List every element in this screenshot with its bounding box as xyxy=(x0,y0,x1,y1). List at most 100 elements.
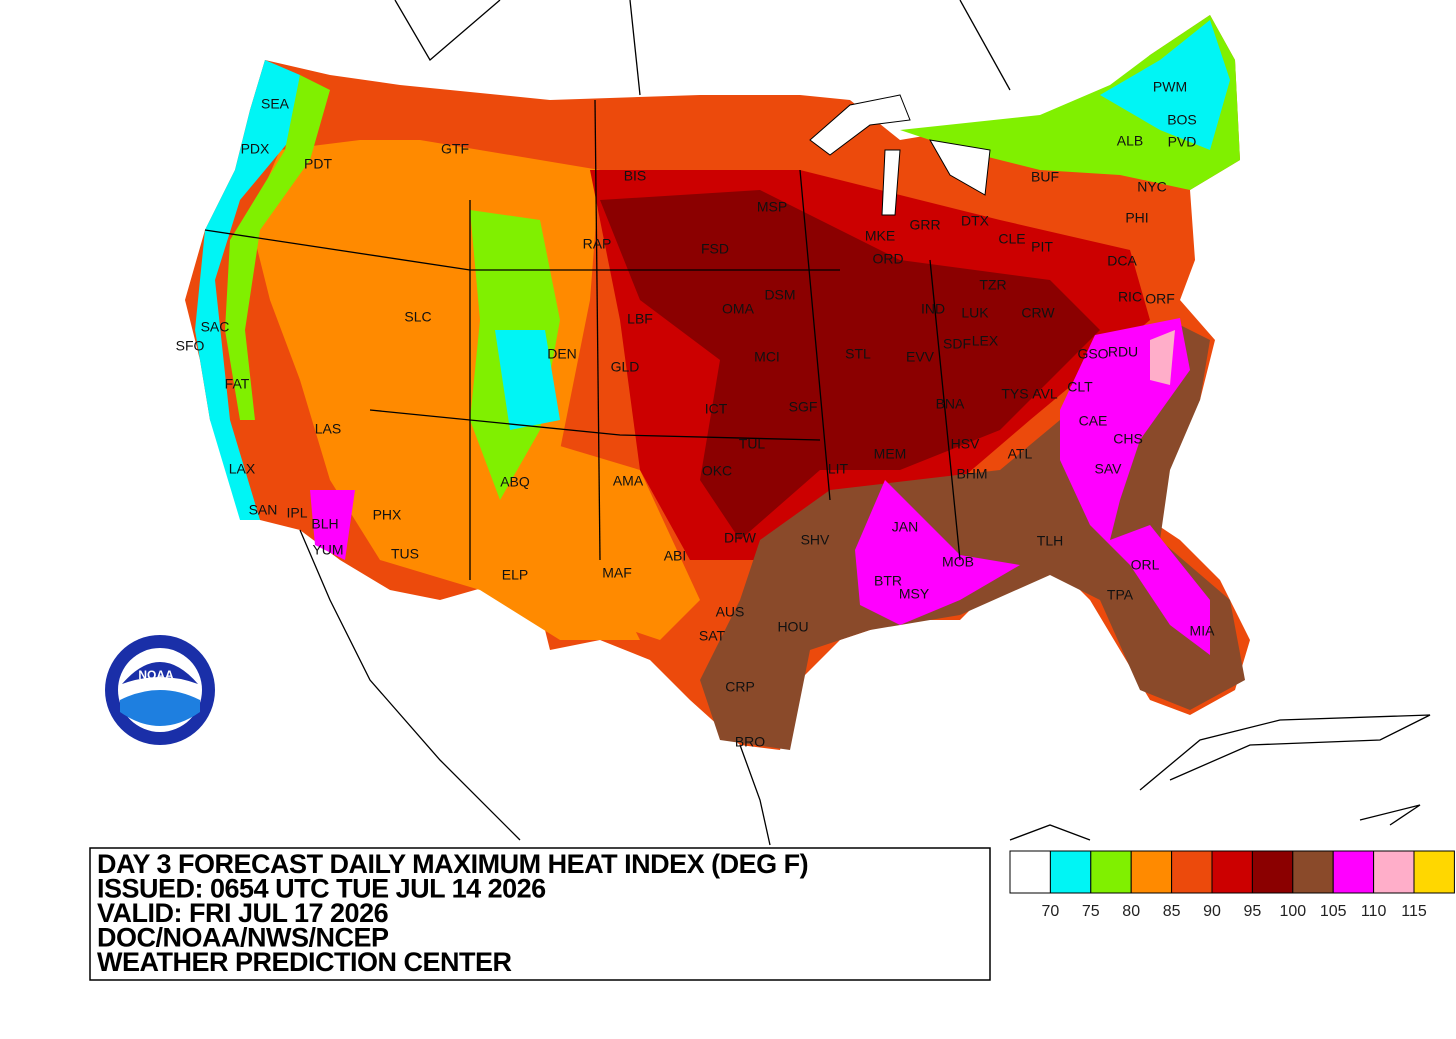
orange-west-2 xyxy=(540,440,700,640)
lake-superior xyxy=(809,94,911,156)
magenta-se xyxy=(1060,318,1210,655)
boundaries xyxy=(204,0,1431,846)
city-label: SAN xyxy=(249,502,278,518)
legend-label: 80 xyxy=(1122,903,1140,920)
legend-label: 85 xyxy=(1163,903,1181,920)
cyan-rockies xyxy=(495,330,560,430)
city-labels: SEA PDX PDT GTF BIS MSP FSD RAP SAC SFO FAT SLC DEN L… xyxy=(176,79,1215,750)
header-line: DAY 3 FORECAST DAILY MAXIMUM HEAT INDEX … xyxy=(97,849,808,879)
city-label: DEN xyxy=(547,346,577,362)
header-line: ISSUED: 0654 UTC TUE JUL 14 2026 xyxy=(97,874,546,904)
city-label: MKE xyxy=(865,228,895,244)
city-label: ATL xyxy=(1008,446,1033,462)
lake-huron xyxy=(929,139,991,196)
city-label: CLT xyxy=(1067,379,1093,395)
header-line: VALID: FRI JUL 17 2026 xyxy=(97,898,389,928)
city-label: MSY xyxy=(899,586,930,602)
legend-label: 100 xyxy=(1279,903,1306,920)
city-label: SAC xyxy=(201,319,230,335)
city-label: GLD xyxy=(611,359,640,375)
header: DAY 3 FORECAST DAILY MAXIMUM HEAT INDEX … xyxy=(97,849,809,977)
city-label: FAT xyxy=(225,376,250,392)
city-label: TPA xyxy=(1107,587,1134,603)
city-label: SLC xyxy=(404,309,431,325)
border-line xyxy=(299,529,521,841)
header-box xyxy=(89,847,991,981)
legend-swatch xyxy=(1413,850,1455,894)
city-label: FSD xyxy=(701,241,729,257)
legend: 70 75 80 85 90 95 100 105 110 115 xyxy=(1009,850,1455,920)
state-line xyxy=(594,99,601,561)
city-label: STL xyxy=(845,346,871,362)
city-label: PHI xyxy=(1125,210,1148,226)
legend-label: 90 xyxy=(1203,903,1221,920)
city-label: BHM xyxy=(956,466,987,482)
border-line xyxy=(629,0,641,96)
city-label: IPL xyxy=(286,505,307,521)
darkred-core xyxy=(600,190,1100,540)
city-label: TZR xyxy=(979,277,1006,293)
legend-label: 105 xyxy=(1320,903,1347,920)
city-label: MOB xyxy=(942,554,974,570)
city-label: BRO xyxy=(735,734,765,750)
city-label: SEA xyxy=(261,96,290,112)
map-fill xyxy=(185,15,1250,750)
city-label: ABQ xyxy=(500,474,530,490)
border-line xyxy=(1009,824,1091,841)
city-label: ABI xyxy=(664,548,687,564)
legend-swatch xyxy=(1292,850,1334,894)
state-line xyxy=(204,229,840,271)
city-label: GRR xyxy=(909,217,940,233)
city-label: ICT xyxy=(705,401,728,417)
green-ne xyxy=(900,15,1240,190)
city-label: AUS xyxy=(716,604,745,620)
city-label: ORL xyxy=(1131,557,1160,573)
city-label: CRW xyxy=(1021,305,1055,321)
city-label: CHS xyxy=(1113,431,1143,447)
legend-swatch xyxy=(1130,850,1173,894)
cyan-ne xyxy=(1100,20,1230,150)
legend-swatch xyxy=(1049,850,1092,894)
city-label: GTF xyxy=(441,141,469,157)
city-label: PHX xyxy=(373,507,402,523)
legend-label: 110 xyxy=(1361,903,1387,920)
state-line xyxy=(799,169,831,501)
city-label: MSP xyxy=(757,199,787,215)
legend-swatch xyxy=(1251,850,1294,894)
green-coast xyxy=(225,75,330,420)
city-label: ORD xyxy=(872,251,903,267)
city-label: TLH xyxy=(1037,533,1063,549)
city-label: DSM xyxy=(764,287,795,303)
city-label: DTX xyxy=(961,213,990,229)
city-label: AMA xyxy=(613,473,644,489)
city-label: SAT xyxy=(699,628,726,644)
city-label: MEM xyxy=(874,446,907,462)
border-line xyxy=(394,0,501,62)
city-label: BUF xyxy=(1031,169,1059,185)
city-label: TUL xyxy=(739,436,766,452)
city-label: MCI xyxy=(754,349,780,365)
city-label: MIA xyxy=(1190,623,1216,639)
legend-swatch xyxy=(1211,850,1253,894)
legend-swatch xyxy=(1171,850,1213,894)
city-label: SDF xyxy=(943,336,971,352)
city-label: LAS xyxy=(315,421,341,437)
state-line xyxy=(929,259,961,561)
city-label: YUM xyxy=(312,542,343,558)
city-label: OKC xyxy=(702,463,732,479)
city-label: IND xyxy=(921,301,945,317)
city-label: BNA xyxy=(936,396,965,412)
city-label: EVV xyxy=(906,349,935,365)
city-label: DCA xyxy=(1107,253,1137,269)
city-label: DFW xyxy=(724,530,757,546)
city-label: TYS xyxy=(1001,386,1028,402)
city-label: SFO xyxy=(176,338,205,354)
city-label: SGF xyxy=(789,399,818,415)
city-label: TUS xyxy=(391,546,419,562)
header-line: DOC/NOAA/NWS/NCEP xyxy=(97,923,389,953)
city-label: PDX xyxy=(241,141,270,157)
city-label: ALB xyxy=(1117,133,1143,149)
city-label: PWM xyxy=(1153,79,1187,95)
city-label: CAE xyxy=(1079,413,1108,429)
